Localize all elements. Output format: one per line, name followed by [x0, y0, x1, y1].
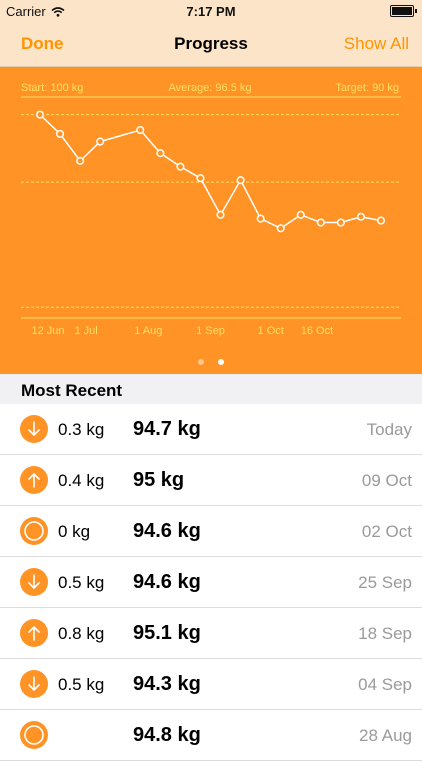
data-point	[236, 176, 245, 185]
page-title: Progress	[174, 34, 248, 53]
battery-icon	[390, 5, 417, 17]
list-item[interactable]: 0 kg 94.6 kg 02 Oct	[0, 506, 422, 557]
list-item[interactable]: 0.5 kg 94.3 kg 04 Sep	[0, 659, 422, 710]
arrow-down-circle-icon	[20, 670, 48, 698]
weight-entries-list: 0.3 kg 94.7 kg Today 0.4 kg 95 kg 09 Oct 0 kg 9…	[0, 404, 422, 761]
arrow-down-circle-icon	[20, 568, 48, 596]
list-item[interactable]: 0.8 kg 95.1 kg 18 Sep	[0, 608, 422, 659]
weight-change: 0.5 kg	[58, 573, 105, 592]
arrow-up-circle-icon	[20, 619, 48, 647]
weight-value: 94.8 kg	[133, 724, 201, 746]
data-point	[176, 162, 185, 171]
list-item[interactable]: 0.5 kg 94.6 kg 25 Sep	[0, 557, 422, 608]
x-tick-label: 12 Jun	[32, 325, 65, 337]
clock: 7:17 PM	[186, 4, 236, 19]
data-point	[216, 210, 225, 219]
data-point	[56, 129, 65, 138]
entry-date: 09 Oct	[361, 471, 412, 490]
x-tick-label: 1 Jul	[75, 325, 98, 337]
weight-change: 0.5 kg	[58, 675, 105, 694]
circle-icon	[20, 517, 48, 545]
carrier-indicator: Carrier	[6, 4, 65, 19]
section-header: Most Recent	[0, 374, 422, 404]
start-label: Start: 100 kg	[21, 82, 83, 94]
data-point	[35, 110, 45, 119]
entry-date: 04 Sep	[358, 675, 412, 694]
series-line	[39, 114, 382, 230]
data-point	[336, 218, 345, 227]
weight-line-chart: Start: 100 kg Average: 96.5 kg Target: 9…	[21, 82, 401, 337]
wifi-icon	[51, 6, 65, 17]
weight-change: 0.8 kg	[58, 624, 105, 643]
weight-value: 94.3 kg	[133, 673, 201, 695]
data-point	[96, 137, 105, 146]
weight-change: 0.3 kg	[58, 420, 105, 439]
data-point	[296, 210, 305, 219]
x-tick-label: 16 Oct	[301, 325, 333, 337]
entry-date: 28 Aug	[359, 726, 412, 745]
x-tick-label: 1 Sep	[196, 325, 225, 337]
weight-value: 95.1 kg	[133, 622, 201, 644]
arrow-up-circle-icon	[20, 466, 48, 494]
weight-value: 94.7 kg	[133, 418, 201, 440]
data-point	[76, 156, 85, 165]
circle-icon	[20, 721, 48, 749]
data-point	[376, 216, 386, 225]
entry-date: 25 Sep	[358, 573, 412, 592]
average-label: Average: 96.5 kg	[169, 82, 252, 94]
entry-date: 02 Oct	[361, 522, 412, 541]
data-point	[156, 149, 165, 158]
section-title: Most Recent	[21, 381, 123, 400]
entry-date: Today	[366, 420, 412, 439]
show-all-button[interactable]: Show All	[343, 34, 409, 53]
x-tick-label: 1 Aug	[134, 325, 162, 337]
page-dot-active[interactable]	[218, 359, 225, 365]
data-point	[136, 125, 145, 135]
entry-date: 18 Sep	[358, 624, 412, 643]
x-tick-label: 1 Oct	[258, 325, 284, 337]
page-dot[interactable]	[197, 359, 204, 365]
status-bar: Carrier 7:17 PM	[0, 0, 422, 22]
weight-value: 95 kg	[133, 469, 185, 491]
data-point	[316, 218, 325, 227]
weight-change: 0 kg	[58, 522, 91, 541]
list-item[interactable]: 0.3 kg 94.7 kg Today	[0, 404, 422, 455]
data-point	[196, 174, 205, 183]
page-indicator[interactable]	[0, 352, 422, 370]
list-item[interactable]: 94.8 kg 28 Aug	[0, 710, 422, 761]
navigation-bar: Done Progress Show All	[0, 22, 422, 67]
arrow-down-circle-icon	[20, 415, 48, 443]
done-button[interactable]: Done	[21, 34, 64, 53]
list-item[interactable]: 0.4 kg 95 kg 09 Oct	[0, 455, 422, 506]
data-point	[256, 214, 265, 223]
carrier-label: Carrier	[6, 4, 46, 19]
weight-value: 94.6 kg	[133, 571, 201, 593]
weight-value: 94.6 kg	[133, 520, 201, 542]
data-point	[276, 224, 285, 233]
weight-change: 0.4 kg	[58, 471, 105, 490]
data-point	[356, 212, 365, 221]
target-label: Target: 90 kg	[335, 82, 399, 94]
weight-chart[interactable]: Start: 100 kg Average: 96.5 kg Target: 9…	[0, 67, 422, 374]
